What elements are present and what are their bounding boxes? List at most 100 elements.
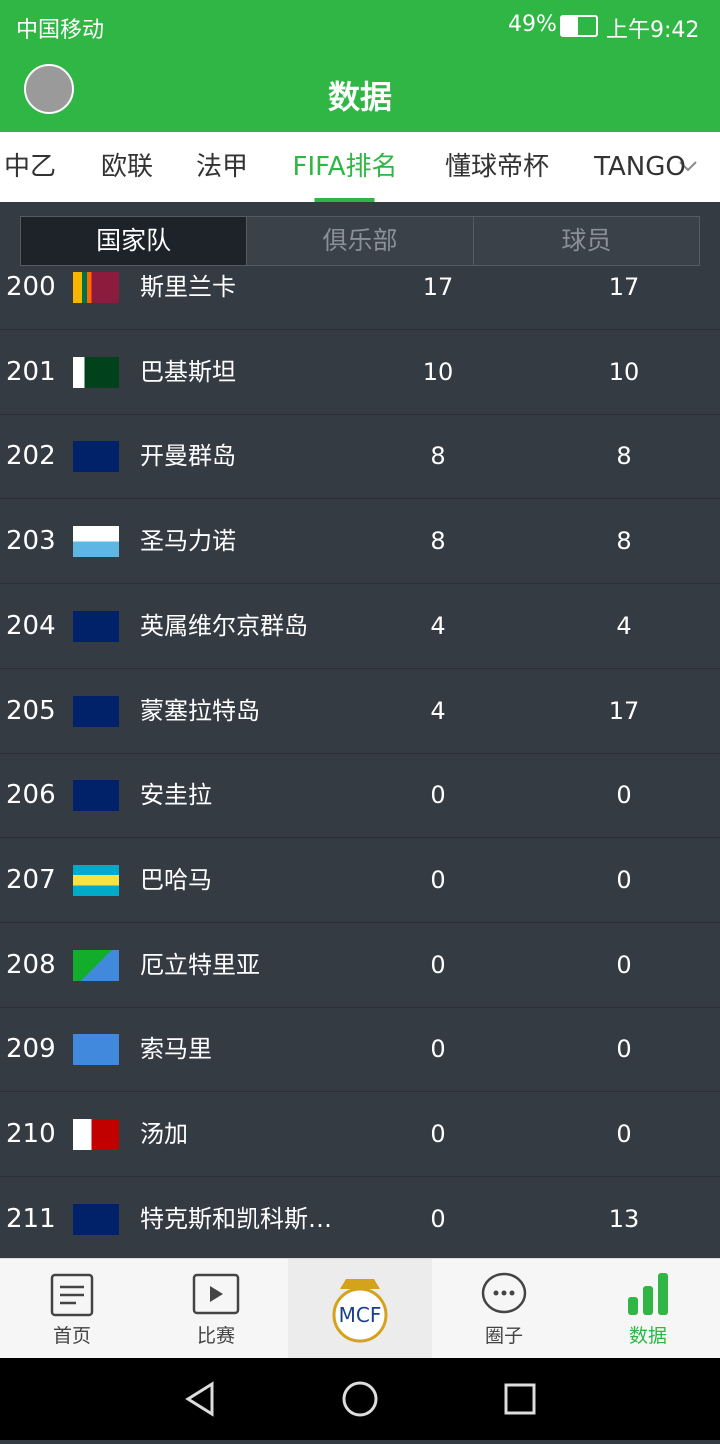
rank: 208 bbox=[6, 949, 56, 980]
ranking-row[interactable]: 206 安圭拉 0 0 bbox=[0, 753, 720, 839]
ranking-row[interactable]: 200 斯里兰卡 17 17 bbox=[0, 272, 720, 330]
points: 0 bbox=[430, 1035, 446, 1064]
flag bbox=[73, 610, 119, 642]
segment[interactable]: 球员 bbox=[472, 217, 699, 265]
team-name: 开曼群岛 bbox=[140, 442, 236, 471]
previous-points: 0 bbox=[616, 1035, 632, 1064]
points: 0 bbox=[430, 1204, 446, 1233]
segment[interactable]: 俱乐部 bbox=[246, 217, 472, 265]
team-name: 巴基斯坦 bbox=[140, 357, 236, 386]
team-name: 汤加 bbox=[140, 1120, 188, 1148]
previous-points: 0 bbox=[616, 865, 632, 894]
segment[interactable]: 国家队 bbox=[21, 217, 247, 265]
nav-item[interactable]: 数据 bbox=[576, 1259, 720, 1359]
ranking-row[interactable]: 205 蒙塞拉特岛 4 17 bbox=[0, 669, 720, 754]
nav-icon bbox=[481, 1272, 527, 1314]
rank: 209 bbox=[6, 1034, 56, 1065]
clock: 上午9:42 bbox=[606, 18, 700, 43]
tab[interactable]: 中乙 bbox=[3, 152, 57, 182]
nav-label: 比赛 bbox=[196, 1325, 235, 1347]
ranking-row[interactable]: 209 索马里 0 0 bbox=[0, 1007, 720, 1093]
points: 10 bbox=[422, 357, 454, 386]
team-name: 安圭拉 bbox=[140, 781, 212, 810]
ranking-row[interactable]: 211 特克斯和凯科斯… 0 13 bbox=[0, 1177, 720, 1258]
previous-points: 8 bbox=[616, 442, 632, 471]
club-logo[interactable]: MCF bbox=[288, 1259, 432, 1359]
ranking-row[interactable]: 210 汤加 0 0 bbox=[0, 1092, 720, 1177]
nav-item[interactable]: 比赛 bbox=[144, 1259, 288, 1359]
rank: 205 bbox=[6, 695, 56, 726]
rank: 200 bbox=[6, 272, 56, 302]
team-name: 厄立特里亚 bbox=[140, 950, 260, 979]
ranking-row[interactable]: 203 圣马力诺 8 8 bbox=[0, 499, 720, 585]
points: 4 bbox=[430, 696, 446, 725]
rank: 210 bbox=[6, 1119, 56, 1149]
segmented-control: 国家队 俱乐部 球员 bbox=[20, 216, 700, 266]
previous-points: 8 bbox=[616, 527, 632, 556]
points: 0 bbox=[430, 950, 446, 979]
ranking-row[interactable]: 201 巴基斯坦 10 10 bbox=[0, 330, 720, 415]
previous-points: 13 bbox=[608, 1204, 640, 1233]
flag bbox=[73, 864, 119, 896]
rank: 202 bbox=[6, 441, 56, 472]
svg-text:MCF: MCF bbox=[339, 1303, 382, 1327]
rank: 203 bbox=[6, 526, 56, 557]
previous-points: 0 bbox=[616, 1120, 632, 1148]
system-nav bbox=[0, 1358, 720, 1440]
flag bbox=[73, 780, 119, 812]
carrier: 中国移动 bbox=[16, 18, 105, 43]
ranking-row[interactable]: 202 开曼群岛 8 8 bbox=[0, 414, 720, 500]
nav-label: 数据 bbox=[628, 1325, 667, 1347]
rank: 206 bbox=[6, 780, 56, 811]
flag bbox=[73, 272, 119, 303]
flag bbox=[73, 526, 119, 558]
avatar[interactable] bbox=[24, 64, 74, 114]
team-name: 斯里兰卡 bbox=[140, 273, 236, 301]
ranking-row[interactable]: 204 英属维尔京群岛 4 4 bbox=[0, 584, 720, 669]
flag bbox=[73, 441, 119, 473]
points: 0 bbox=[430, 1120, 446, 1148]
status-bar: 中国移动 49% 上午9:42 bbox=[0, 0, 720, 50]
tab[interactable]: FIFA排名 bbox=[293, 132, 397, 202]
title: 数据 bbox=[327, 78, 392, 116]
points: 8 bbox=[430, 527, 446, 556]
rank: 204 bbox=[6, 610, 56, 641]
previous-points: 0 bbox=[616, 781, 632, 810]
tab-expand[interactable] bbox=[676, 156, 700, 176]
battery: 49% bbox=[508, 12, 557, 37]
previous-points: 10 bbox=[608, 357, 640, 386]
ranking-row[interactable]: 207 巴哈马 0 0 bbox=[0, 838, 720, 923]
tab-bar: 中乙 欧联 法甲 FIFA排名 懂球帝杯 TANGO bbox=[0, 132, 720, 202]
nav-icon bbox=[192, 1273, 240, 1315]
points: 17 bbox=[422, 273, 454, 301]
previous-points: 17 bbox=[608, 273, 640, 301]
previous-points: 0 bbox=[616, 950, 632, 979]
flag bbox=[73, 1034, 119, 1066]
previous-points: 4 bbox=[616, 611, 632, 640]
nav-icon bbox=[50, 1273, 94, 1317]
header: 数据 bbox=[0, 50, 720, 132]
tab[interactable]: 懂球帝杯 bbox=[444, 152, 550, 182]
ranking-list: 200 斯里兰卡 17 17 201 巴基斯坦 10 10 202 开曼群岛 8 8 203 圣马力诺 8 8… bbox=[0, 272, 720, 1258]
nav-icon bbox=[628, 1273, 668, 1315]
points: 4 bbox=[430, 611, 446, 640]
ranking-row[interactable]: 208 厄立特里亚 0 0 bbox=[0, 923, 720, 1008]
flag bbox=[73, 695, 119, 727]
flag bbox=[73, 1119, 119, 1150]
points: 0 bbox=[430, 865, 446, 894]
tab[interactable]: 法甲 bbox=[195, 152, 249, 182]
tab[interactable]: TANGO bbox=[594, 152, 686, 182]
nav-label: 首页 bbox=[52, 1325, 91, 1347]
team-name: 巴哈马 bbox=[140, 865, 212, 894]
nav-item[interactable]: 首页 bbox=[0, 1259, 144, 1359]
tab[interactable]: 欧联 bbox=[100, 152, 154, 182]
points: 8 bbox=[430, 442, 446, 471]
battery-icon bbox=[560, 15, 598, 37]
team-name: 英属维尔京群岛 bbox=[140, 611, 308, 640]
rank: 211 bbox=[6, 1203, 56, 1234]
rank: 201 bbox=[6, 356, 56, 387]
flag bbox=[73, 949, 119, 981]
nav-item[interactable]: 圈子 bbox=[432, 1259, 576, 1359]
flag bbox=[73, 356, 119, 388]
